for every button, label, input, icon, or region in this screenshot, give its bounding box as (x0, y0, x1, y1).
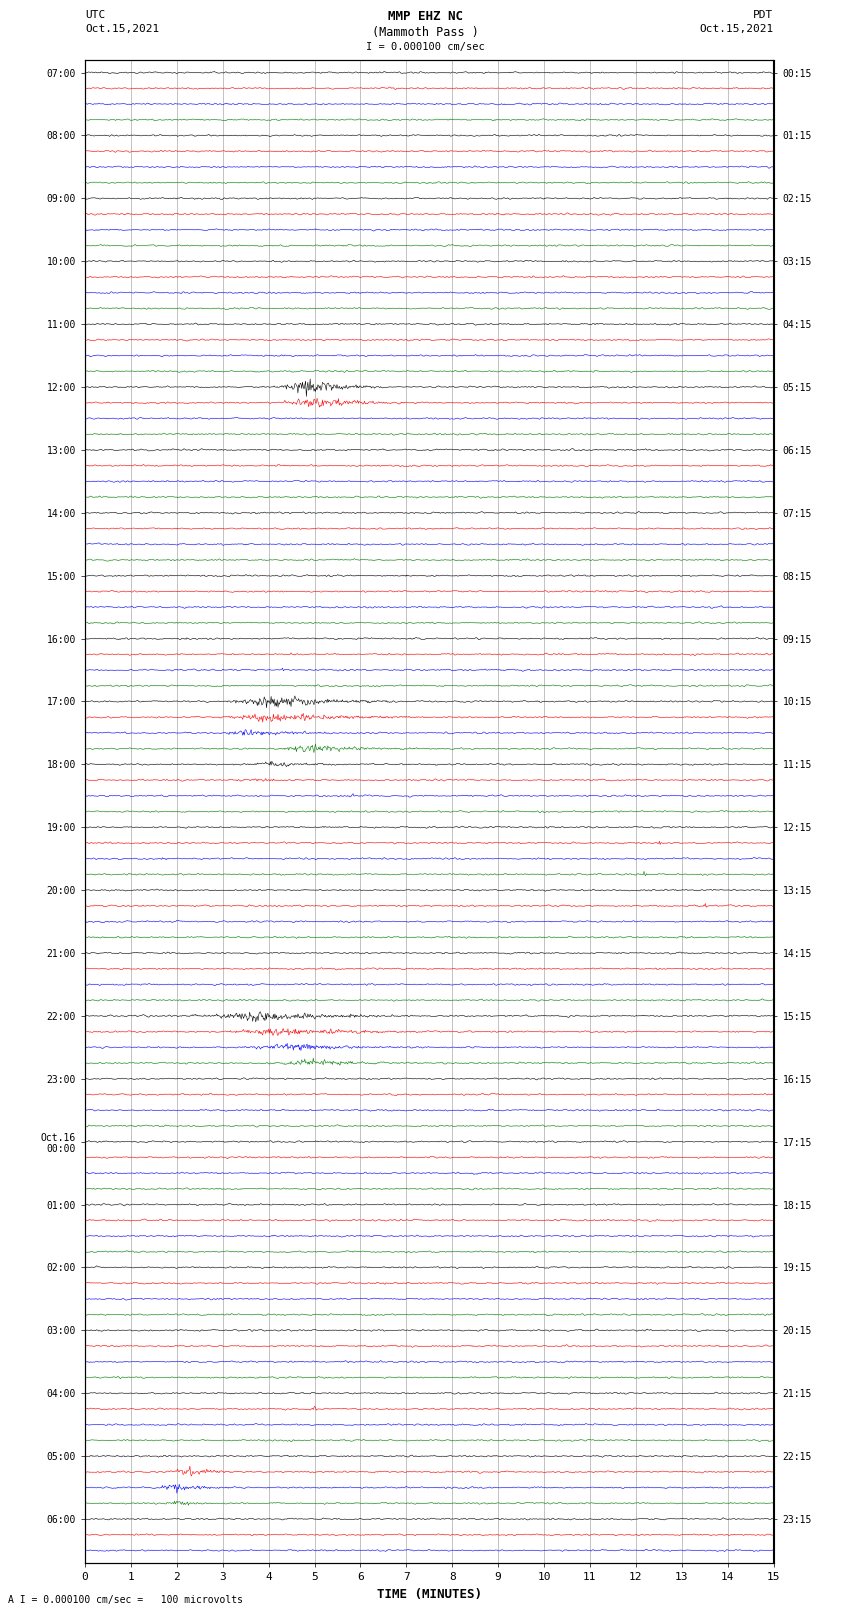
X-axis label: TIME (MINUTES): TIME (MINUTES) (377, 1587, 482, 1600)
Text: MMP EHZ NC: MMP EHZ NC (388, 10, 462, 23)
Text: UTC: UTC (85, 10, 105, 19)
Text: I = 0.000100 cm/sec: I = 0.000100 cm/sec (366, 42, 484, 52)
Text: Oct.15,2021: Oct.15,2021 (85, 24, 159, 34)
Text: Oct.15,2021: Oct.15,2021 (700, 24, 774, 34)
Text: PDT: PDT (753, 10, 774, 19)
Text: A I = 0.000100 cm/sec =   100 microvolts: A I = 0.000100 cm/sec = 100 microvolts (8, 1595, 243, 1605)
Text: (Mammoth Pass ): (Mammoth Pass ) (371, 26, 479, 39)
